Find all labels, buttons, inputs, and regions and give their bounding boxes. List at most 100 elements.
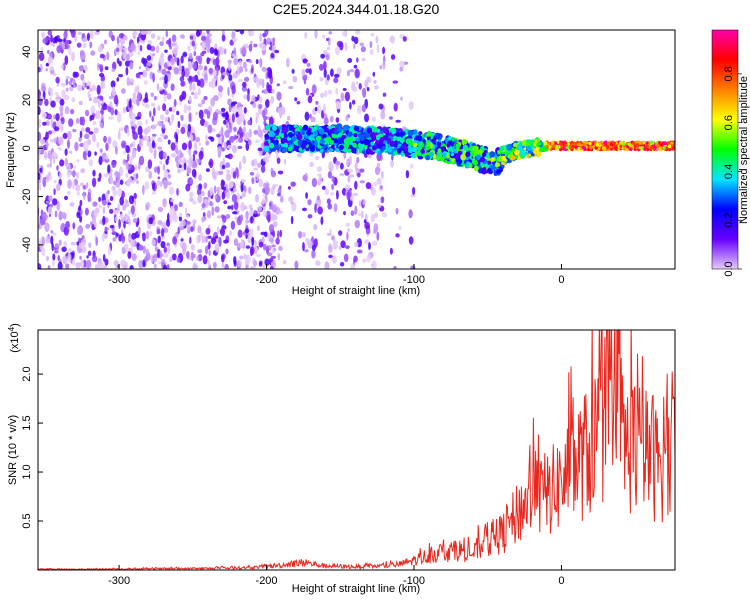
- spectrogram-noise-mark: [75, 184, 81, 192]
- spectrogram-noise-mark: [350, 263, 355, 269]
- spectrogram-noise-mark: [185, 207, 188, 217]
- spectrogram-signal-mark: [405, 138, 412, 145]
- spectrogram-noise-mark: [277, 108, 282, 114]
- spectrogram-noise-mark: [204, 198, 208, 206]
- spectrogram-signal-mark: [457, 150, 463, 156]
- spectrogram-noise-mark: [86, 32, 90, 42]
- spectrogram-noise-mark: [307, 199, 312, 206]
- spectrogram-noise-mark: [262, 187, 266, 194]
- spectrogram-signal-mark: [526, 145, 532, 152]
- spectrogram-noise-mark: [290, 201, 294, 205]
- spectrogram-noise-mark: [311, 177, 318, 188]
- spectrogram-signal-mark: [283, 142, 289, 149]
- spectrogram-noise-mark: [225, 162, 231, 168]
- spectrogram-noise-mark: [150, 136, 155, 142]
- spectrogram-noise-mark: [208, 81, 214, 88]
- spectrogram-noise-mark: [45, 131, 49, 140]
- spectrogram-noise-mark: [68, 118, 74, 127]
- spectrogram-signal-mark: [325, 138, 330, 143]
- spectrogram-noise-mark: [131, 253, 137, 261]
- spectrogram-noise-mark: [270, 95, 275, 104]
- spectrogram-signal-mark: [667, 141, 671, 145]
- spectrogram-signal-mark: [588, 145, 592, 149]
- snr-x-tick-label: -100: [403, 575, 425, 587]
- spectrogram-noise-mark: [61, 89, 66, 98]
- spectrogram-noise-mark: [240, 179, 246, 183]
- spectrogram-noise-mark: [235, 139, 239, 144]
- spectrogram-noise-mark: [189, 191, 194, 198]
- spectrogram-noise-mark: [93, 127, 99, 134]
- spectrogram-noise-mark: [364, 113, 369, 123]
- spectrogram-noise-mark: [179, 164, 182, 169]
- spectrogram-signal-mark: [487, 160, 492, 165]
- spectrogram-noise-mark: [149, 110, 152, 118]
- spectrogram-noise-mark: [157, 176, 161, 180]
- spectrogram-noise-mark: [132, 218, 138, 223]
- spectrogram-noise-mark: [349, 155, 352, 165]
- spectrogram-signal-mark: [387, 146, 393, 153]
- spectrogram-noise-mark: [313, 224, 318, 231]
- spectrogram-noise-mark: [79, 116, 83, 126]
- spectrogram-signal-mark: [472, 159, 478, 166]
- spectrogram-signal-mark: [649, 140, 653, 145]
- spectrogram-noise-mark: [144, 103, 148, 107]
- spectrogram-noise-mark: [191, 168, 197, 178]
- spectrogram-noise-mark: [327, 36, 331, 46]
- spectrogram-noise-mark: [87, 90, 91, 99]
- spectrogram-noise-mark: [143, 80, 148, 85]
- spectrogram-noise-mark: [171, 153, 176, 158]
- spectrogram-noise-mark: [76, 117, 79, 124]
- spectrogram-noise-mark: [75, 172, 80, 179]
- spectrogram-noise-mark: [354, 68, 360, 79]
- spectrogram-noise-mark: [198, 174, 203, 182]
- spectrogram-noise-mark: [188, 60, 192, 68]
- spectrogram-noise-mark: [339, 173, 345, 177]
- spectrogram-signal-mark: [501, 155, 506, 161]
- spectrogram-noise-mark: [277, 192, 281, 197]
- spectrogram-noise-mark: [135, 116, 141, 120]
- spectrogram-noise-mark: [392, 80, 399, 84]
- spectrogram-signal-mark: [292, 136, 297, 142]
- spectrogram-signal-mark: [632, 141, 636, 146]
- spectrogram-noise-mark: [280, 106, 286, 116]
- spectrogram-noise-mark: [247, 119, 252, 126]
- spectrogram-y-tick-label: 0: [21, 145, 33, 151]
- spectrogram-noise-mark: [145, 248, 149, 254]
- spectrogram-noise-mark: [198, 150, 204, 160]
- spectrogram-noise-mark: [84, 207, 89, 216]
- spectrogram-noise-mark: [286, 57, 290, 68]
- spectrogram-noise-mark: [205, 168, 210, 173]
- spectrogram-noise-mark: [153, 149, 157, 160]
- spectrogram-noise-mark: [128, 209, 131, 216]
- spectrogram-signal-mark: [663, 141, 667, 145]
- spectrogram-noise-mark: [344, 184, 351, 191]
- spectrogram-noise-mark: [70, 241, 76, 246]
- spectrogram-noise-mark: [150, 254, 154, 264]
- spectrogram-noise-mark: [84, 133, 90, 140]
- spectrogram-noise-mark: [393, 102, 398, 112]
- spectrogram-noise-mark: [170, 142, 176, 151]
- spectrogram-noise-mark: [137, 51, 141, 56]
- spectrogram-noise-mark: [389, 247, 393, 255]
- spectrogram-noise-mark: [354, 241, 359, 248]
- spectrogram-noise-mark: [156, 230, 161, 235]
- spectrogram-signal-mark: [609, 142, 613, 146]
- spectrogram-noise-mark: [306, 238, 312, 246]
- spectrogram-noise-mark: [64, 55, 69, 66]
- spectrogram-noise-mark: [207, 190, 211, 198]
- spectrogram-noise-mark: [186, 214, 190, 219]
- spectrogram-noise-mark: [229, 135, 235, 143]
- spectrogram-noise-mark: [346, 70, 350, 77]
- spectrogram-noise-mark: [54, 91, 59, 96]
- spectrogram-noise-mark: [169, 205, 175, 216]
- spectrogram-noise-mark: [136, 91, 141, 102]
- spectrogram-noise-mark: [276, 83, 280, 87]
- spectrogram-noise-mark: [178, 64, 182, 72]
- spectrogram-noise-mark: [231, 84, 236, 95]
- spectrogram-noise-mark: [262, 264, 266, 269]
- spectrogram-noise-mark: [258, 205, 262, 212]
- spectrogram-signal-mark: [329, 148, 333, 153]
- spectrogram-noise-mark: [79, 182, 84, 187]
- spectrogram-noise-mark: [180, 126, 186, 135]
- spectrogram-noise-mark: [253, 242, 258, 246]
